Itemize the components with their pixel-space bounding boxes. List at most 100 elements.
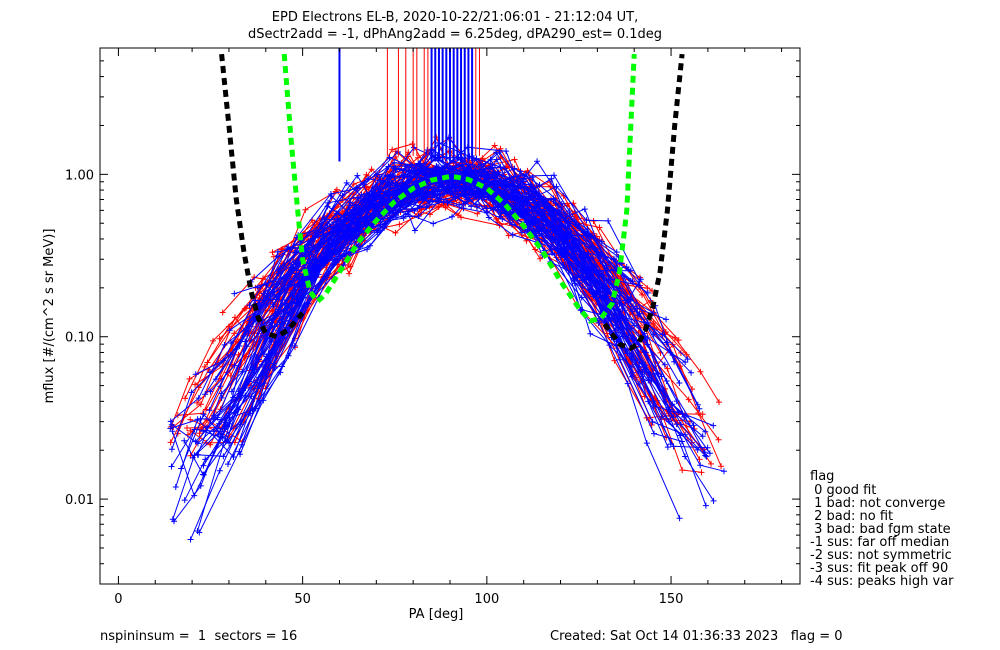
blue-measurement-series-point: [400, 215, 407, 222]
y-tick-label: 0.01: [65, 493, 94, 508]
blue-measurement-series-point: [637, 344, 644, 351]
blue-measurement-series-point: [529, 174, 536, 181]
blue-measurement-series-point: [627, 267, 634, 274]
red-measurement-series-point: [505, 232, 512, 239]
blue-measurement-series-point: [684, 356, 691, 363]
plot-frame: [99, 47, 801, 585]
blue-measurement-series-point: [268, 319, 275, 326]
red-measurement-series-point: [697, 368, 704, 375]
blue-measurement-series-point: [353, 233, 360, 240]
blue-measurement-series-point: [688, 369, 695, 376]
blue-measurement-series-point: [206, 407, 213, 414]
blue-measurement-series-point: [491, 169, 498, 176]
blue-measurement-series: [171, 192, 706, 497]
blue-measurement-series-point: [181, 437, 188, 444]
x-tick-label: 150: [659, 592, 684, 607]
blue-measurement-series-point: [628, 351, 635, 358]
blue-measurement-series-point: [370, 189, 377, 196]
blue-measurement-series-point: [511, 165, 518, 172]
blue-measurement-series-point: [262, 363, 269, 370]
blue-measurement-series-point: [277, 264, 284, 271]
blue-measurement-series-point: [391, 159, 398, 166]
red-measurement-series-point: [442, 204, 449, 211]
red-measurement-series-point: [474, 210, 481, 217]
blue-measurement-series-point: [231, 362, 238, 369]
blue-measurement-series-point: [280, 274, 287, 281]
blue-measurement-series-point: [415, 213, 422, 220]
blue-measurement-series-point: [169, 428, 176, 435]
blue-measurement-series-point: [644, 341, 651, 348]
legend-entry: -4 sus: peaks high var: [810, 574, 954, 589]
blue-measurement-series-point: [523, 213, 530, 220]
red-measurement-series-point: [715, 436, 722, 443]
blue-measurement-series-point: [536, 203, 543, 210]
y-axis-label: mflux [#/(cm^2 s sr MeV)]: [42, 229, 57, 404]
blue-measurement-series-point: [386, 154, 393, 161]
blue-measurement-series-point: [220, 453, 227, 460]
blue-measurement-series-point: [560, 235, 567, 242]
blue-measurement-series-point: [424, 146, 431, 153]
blue-measurement-series-point: [699, 433, 706, 440]
red-measurement-series-point: [231, 314, 238, 321]
blue-measurement-series-point: [462, 200, 469, 207]
blue-measurement-series-point: [624, 380, 631, 387]
red-measurement-series-point: [644, 285, 651, 292]
blue-measurement-series-point: [587, 330, 594, 337]
blue-measurement-series-point: [246, 302, 253, 309]
blue-measurement-series-point: [445, 185, 452, 192]
blue-measurement-series-point: [644, 289, 651, 296]
blue-measurement-series-point: [194, 440, 201, 447]
red-measurement-series-point: [696, 456, 703, 463]
blue-measurement-series-point: [220, 357, 227, 364]
blue-measurement-series-point: [192, 371, 199, 378]
blue-measurement-series-point: [333, 210, 340, 217]
blue-measurement-series-point: [226, 440, 233, 447]
blue-measurement-series-point: [509, 182, 516, 189]
blue-measurement-series-point: [191, 452, 198, 459]
blue-measurement-series-point: [623, 263, 630, 270]
blue-measurement-series-point: [376, 174, 383, 181]
blue-measurement-series-point: [276, 317, 283, 324]
blue-measurement-series-point: [497, 213, 504, 220]
blue-measurement-series-point: [274, 248, 281, 255]
red-measurement-series-point: [560, 192, 567, 199]
blue-measurement-series-point: [605, 217, 612, 224]
blue-measurement-series-point: [211, 412, 218, 419]
blue-measurement-series-point: [562, 223, 569, 230]
blue-measurement-series-point: [661, 361, 668, 368]
blue-measurement-series-point: [434, 192, 441, 199]
blue-measurement-series-point: [535, 200, 542, 207]
red-measurement-series-point: [204, 359, 211, 366]
blue-measurement-series-point: [178, 465, 185, 472]
blue-measurement-series-point: [710, 497, 717, 504]
red-measurement-series-point: [493, 216, 500, 223]
blue-measurement-series-point: [251, 368, 258, 375]
blue-measurement-series-point: [478, 161, 485, 168]
blue-measurement-series-point: [560, 261, 567, 268]
blue-measurement-series-point: [589, 243, 596, 250]
blue-measurement-series-point: [551, 172, 558, 179]
blue-measurement-series-point: [460, 173, 467, 180]
blue-measurement-series-point: [214, 425, 221, 432]
blue-measurement-series-point: [552, 200, 559, 207]
red-measurement-series-point: [216, 335, 223, 342]
blue-measurement-series-point: [664, 444, 671, 451]
blue-measurement-series: [173, 175, 640, 522]
red-measurement-series-point: [716, 399, 723, 406]
legend-entry: -1 sus: far off median: [810, 535, 949, 550]
blue-measurement-series-point: [260, 397, 267, 404]
blue-measurement-series-point: [720, 468, 727, 475]
legend-entry: -3 sus: fit peak off 90: [810, 561, 948, 576]
blue-measurement-series-point: [591, 267, 598, 274]
blue-measurement-series-point: [426, 198, 433, 205]
red-measurement-series-point: [231, 330, 238, 337]
blue-measurement-series-point: [629, 373, 636, 380]
blue-measurement-series-point: [355, 195, 362, 202]
blue-measurement-series-point: [411, 189, 418, 196]
blue-measurement-series-point: [423, 172, 430, 179]
blue-measurement-series-point: [222, 419, 229, 426]
blue-measurement-series-point: [581, 206, 588, 213]
red-measurement-series-point: [458, 214, 465, 221]
blue-measurement-series-point: [171, 518, 178, 525]
black-fit-curve: [602, 53, 685, 351]
